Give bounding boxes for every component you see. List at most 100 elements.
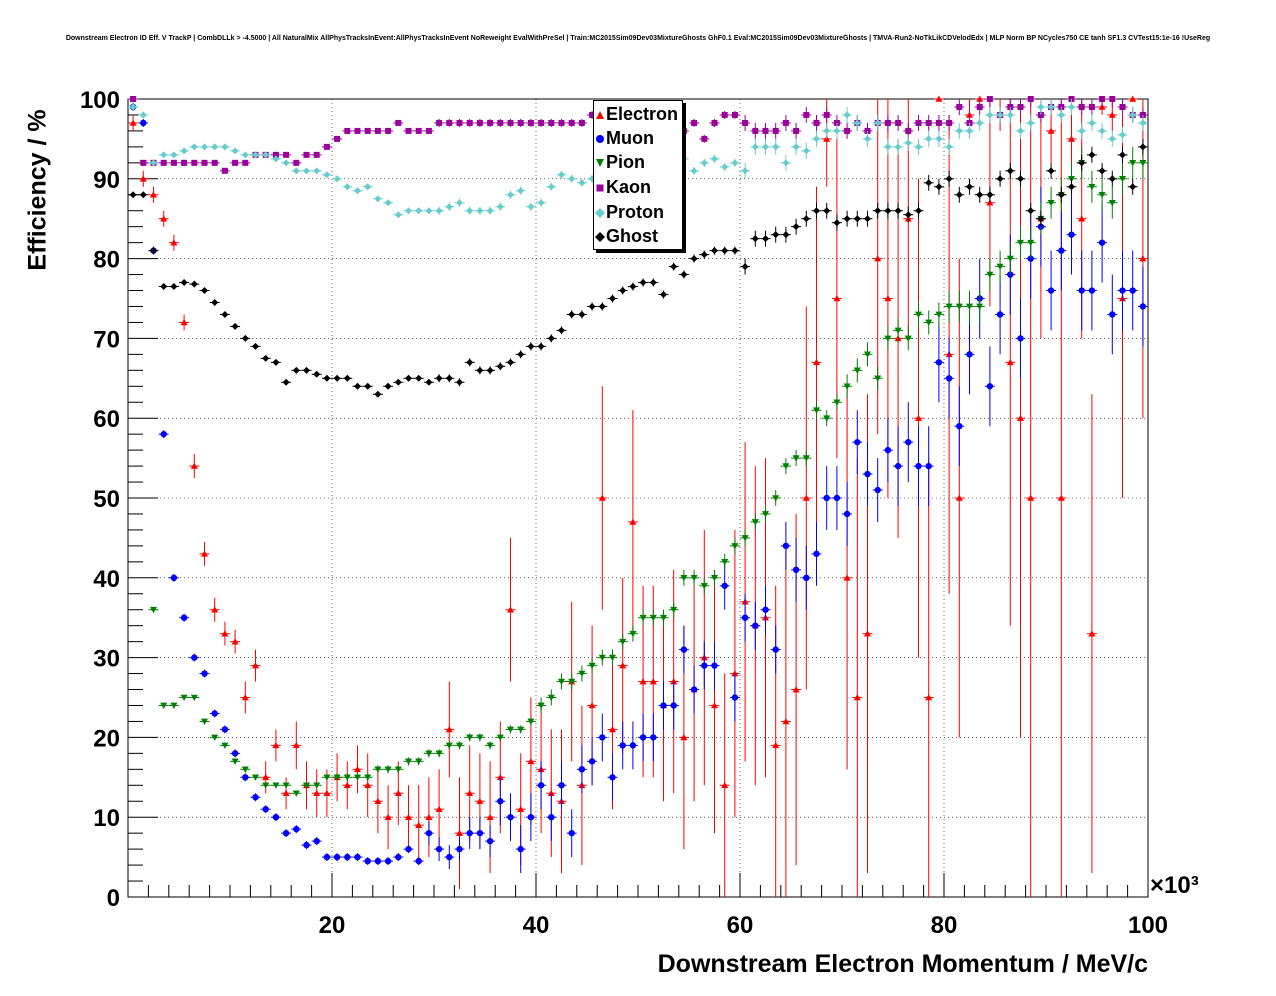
marker-electron [139,175,147,182]
marker-proton [211,143,219,151]
marker-muon [405,845,412,853]
marker-ghost [966,183,973,191]
marker-muon [374,857,382,865]
marker-ghost [1078,159,1086,167]
marker-electron [721,781,729,789]
marker-ghost [150,247,157,255]
marker-pion [660,614,667,622]
marker-pion [833,399,841,406]
marker-electron [813,358,820,366]
marker-pion [394,766,402,773]
y-tick-label: 30 [93,646,120,673]
marker-kaon [752,127,759,134]
marker-muon [1068,231,1075,238]
marker-kaon [742,119,749,126]
marker-proton [904,139,912,147]
marker-proton [966,127,973,135]
marker-muon [497,798,504,805]
legend-label-proton: Proton [606,202,664,222]
marker-pion [445,742,453,749]
legend-marker-kaon [596,184,604,192]
marker-proton [333,175,341,183]
marker-electron [292,741,300,749]
legend-marker-pion [596,159,604,167]
marker-proton [394,211,402,219]
marker-muon [354,853,361,861]
marker-kaon [568,119,575,126]
marker-proton [231,147,239,155]
marker-electron [496,773,504,781]
marker-muon [1129,287,1136,294]
marker-proton [374,195,382,203]
marker-muon [242,774,249,781]
marker-proton [578,179,586,187]
marker-proton [343,183,351,191]
marker-proton [986,111,994,119]
marker-ghost [190,280,198,288]
marker-kaon [385,127,392,134]
legend-marker-electron [596,111,604,119]
marker-pion [782,463,790,470]
marker-electron [129,119,137,126]
marker-kaon [242,159,249,166]
marker-pion [649,614,657,622]
marker-electron [221,630,229,637]
marker-electron [150,191,157,198]
marker-electron [598,494,606,501]
marker-electron [853,694,861,701]
marker-pion [751,519,759,526]
marker-kaon [323,143,330,150]
marker-pion [925,319,933,326]
marker-ghost [864,215,871,223]
marker-pion [190,694,198,701]
marker-kaon [140,159,147,166]
marker-ghost [670,263,678,271]
marker-proton [1017,127,1024,135]
marker-proton [1098,127,1106,135]
marker-pion [874,375,882,382]
marker-kaon [803,111,810,118]
marker-ghost [425,378,433,386]
marker-muon [935,359,943,366]
marker-muon [252,794,259,801]
marker-electron [884,295,892,302]
marker-proton [1047,103,1055,111]
marker-pion [904,335,912,342]
marker-electron [445,725,453,733]
marker-pion [201,718,208,725]
marker-electron [313,789,321,797]
marker-kaon [956,103,963,110]
marker-proton [201,143,208,151]
marker-electron [1088,630,1096,637]
marker-muon [701,662,708,669]
marker-proton [405,207,412,215]
marker-proton [547,183,555,191]
marker-ghost [160,283,168,291]
marker-electron [1068,135,1075,142]
marker-ghost [935,183,943,191]
marker-pion [1047,199,1055,207]
marker-proton [139,111,147,119]
marker-electron [476,797,484,805]
marker-kaon [1027,96,1034,102]
marker-pion [1129,160,1137,167]
marker-muon [507,814,514,821]
marker-pion [425,750,433,757]
marker-ghost [435,374,443,382]
marker-proton [252,151,259,159]
y-tick-label: 60 [93,406,120,433]
marker-ghost [1108,175,1116,183]
marker-electron [547,789,555,797]
marker-pion [486,742,494,749]
marker-muon [894,462,902,470]
marker-muon [609,774,616,781]
marker-pion [476,734,484,741]
legend-label-kaon: Kaon [606,177,651,197]
marker-kaon [1088,103,1095,110]
marker-muon [425,829,433,837]
marker-muon [201,670,208,677]
marker-proton [292,167,300,175]
marker-proton [496,203,504,211]
marker-pion [741,535,749,542]
marker-proton [190,143,198,151]
